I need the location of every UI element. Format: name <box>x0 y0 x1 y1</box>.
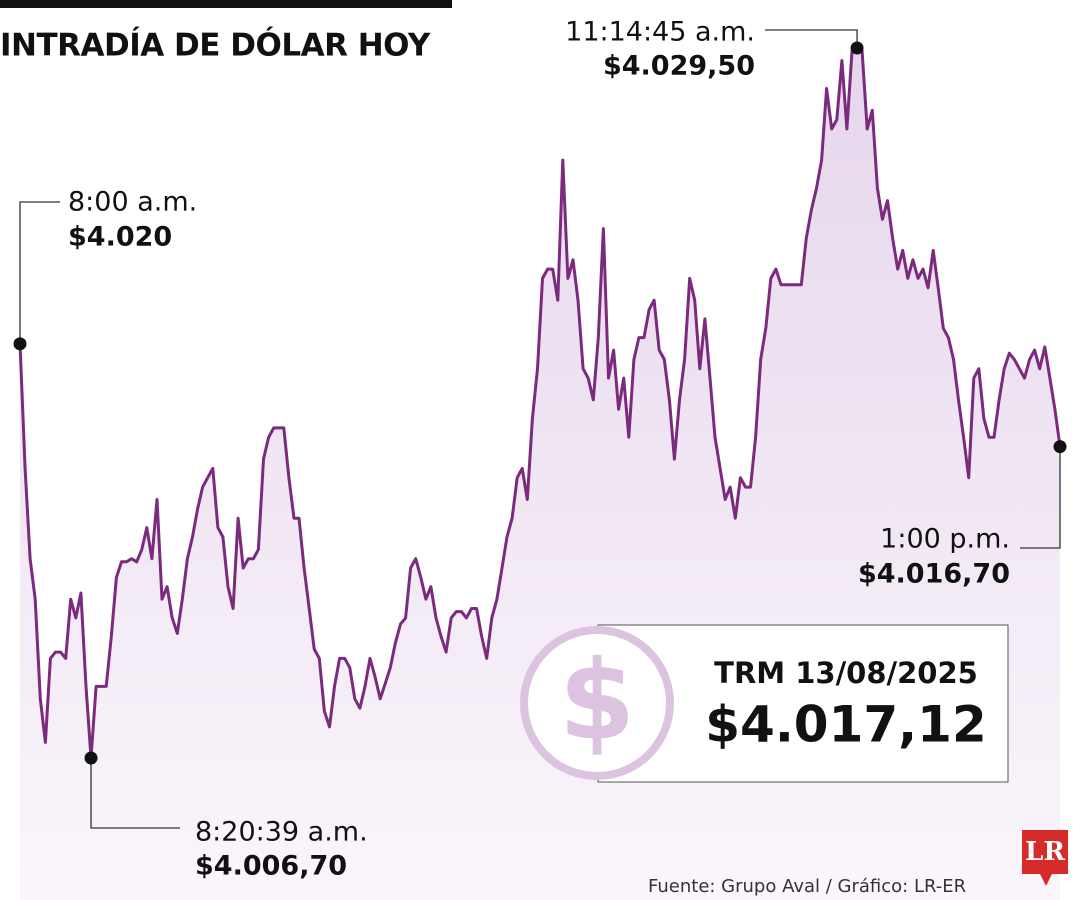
chart-title: INTRADÍA DE DÓLAR HOY <box>0 27 431 64</box>
logo-tail <box>1040 874 1052 886</box>
annotation-time: 11:14:45 a.m. <box>565 17 755 48</box>
callout-label: TRM 13/08/2025 <box>714 656 978 690</box>
annotation-time: 1:00 p.m. <box>880 524 1010 555</box>
annotation-value: $4.006,70 <box>195 851 347 882</box>
logo-box <box>1022 830 1068 874</box>
line <box>18 46 1062 760</box>
annotation-value: $4.020 <box>68 222 172 253</box>
annotation-value: $4.016,70 <box>858 559 1010 590</box>
dollar-icon-sign: $ <box>559 636 636 764</box>
annotation-dot <box>84 751 98 765</box>
dollar-icon <box>520 626 674 780</box>
leader-line <box>90 758 180 829</box>
annotation-dot <box>13 337 27 351</box>
annotation-dot <box>1053 440 1067 454</box>
leader-line <box>1020 446 1061 549</box>
annotation-time: 8:00 a.m. <box>68 187 197 218</box>
leader-line <box>19 201 60 344</box>
annotation-time: 8:20:39 a.m. <box>195 817 368 848</box>
annotation-value: $4.029,50 <box>603 51 755 82</box>
leader-line <box>765 29 858 48</box>
annotation-dot <box>850 41 864 55</box>
source: Fuente: Grupo Aval / Gráfico: LR-ER <box>648 876 966 897</box>
callout-value: $4.017,12 <box>705 696 987 754</box>
title-bar <box>0 0 452 8</box>
logo: LR <box>1025 837 1065 867</box>
